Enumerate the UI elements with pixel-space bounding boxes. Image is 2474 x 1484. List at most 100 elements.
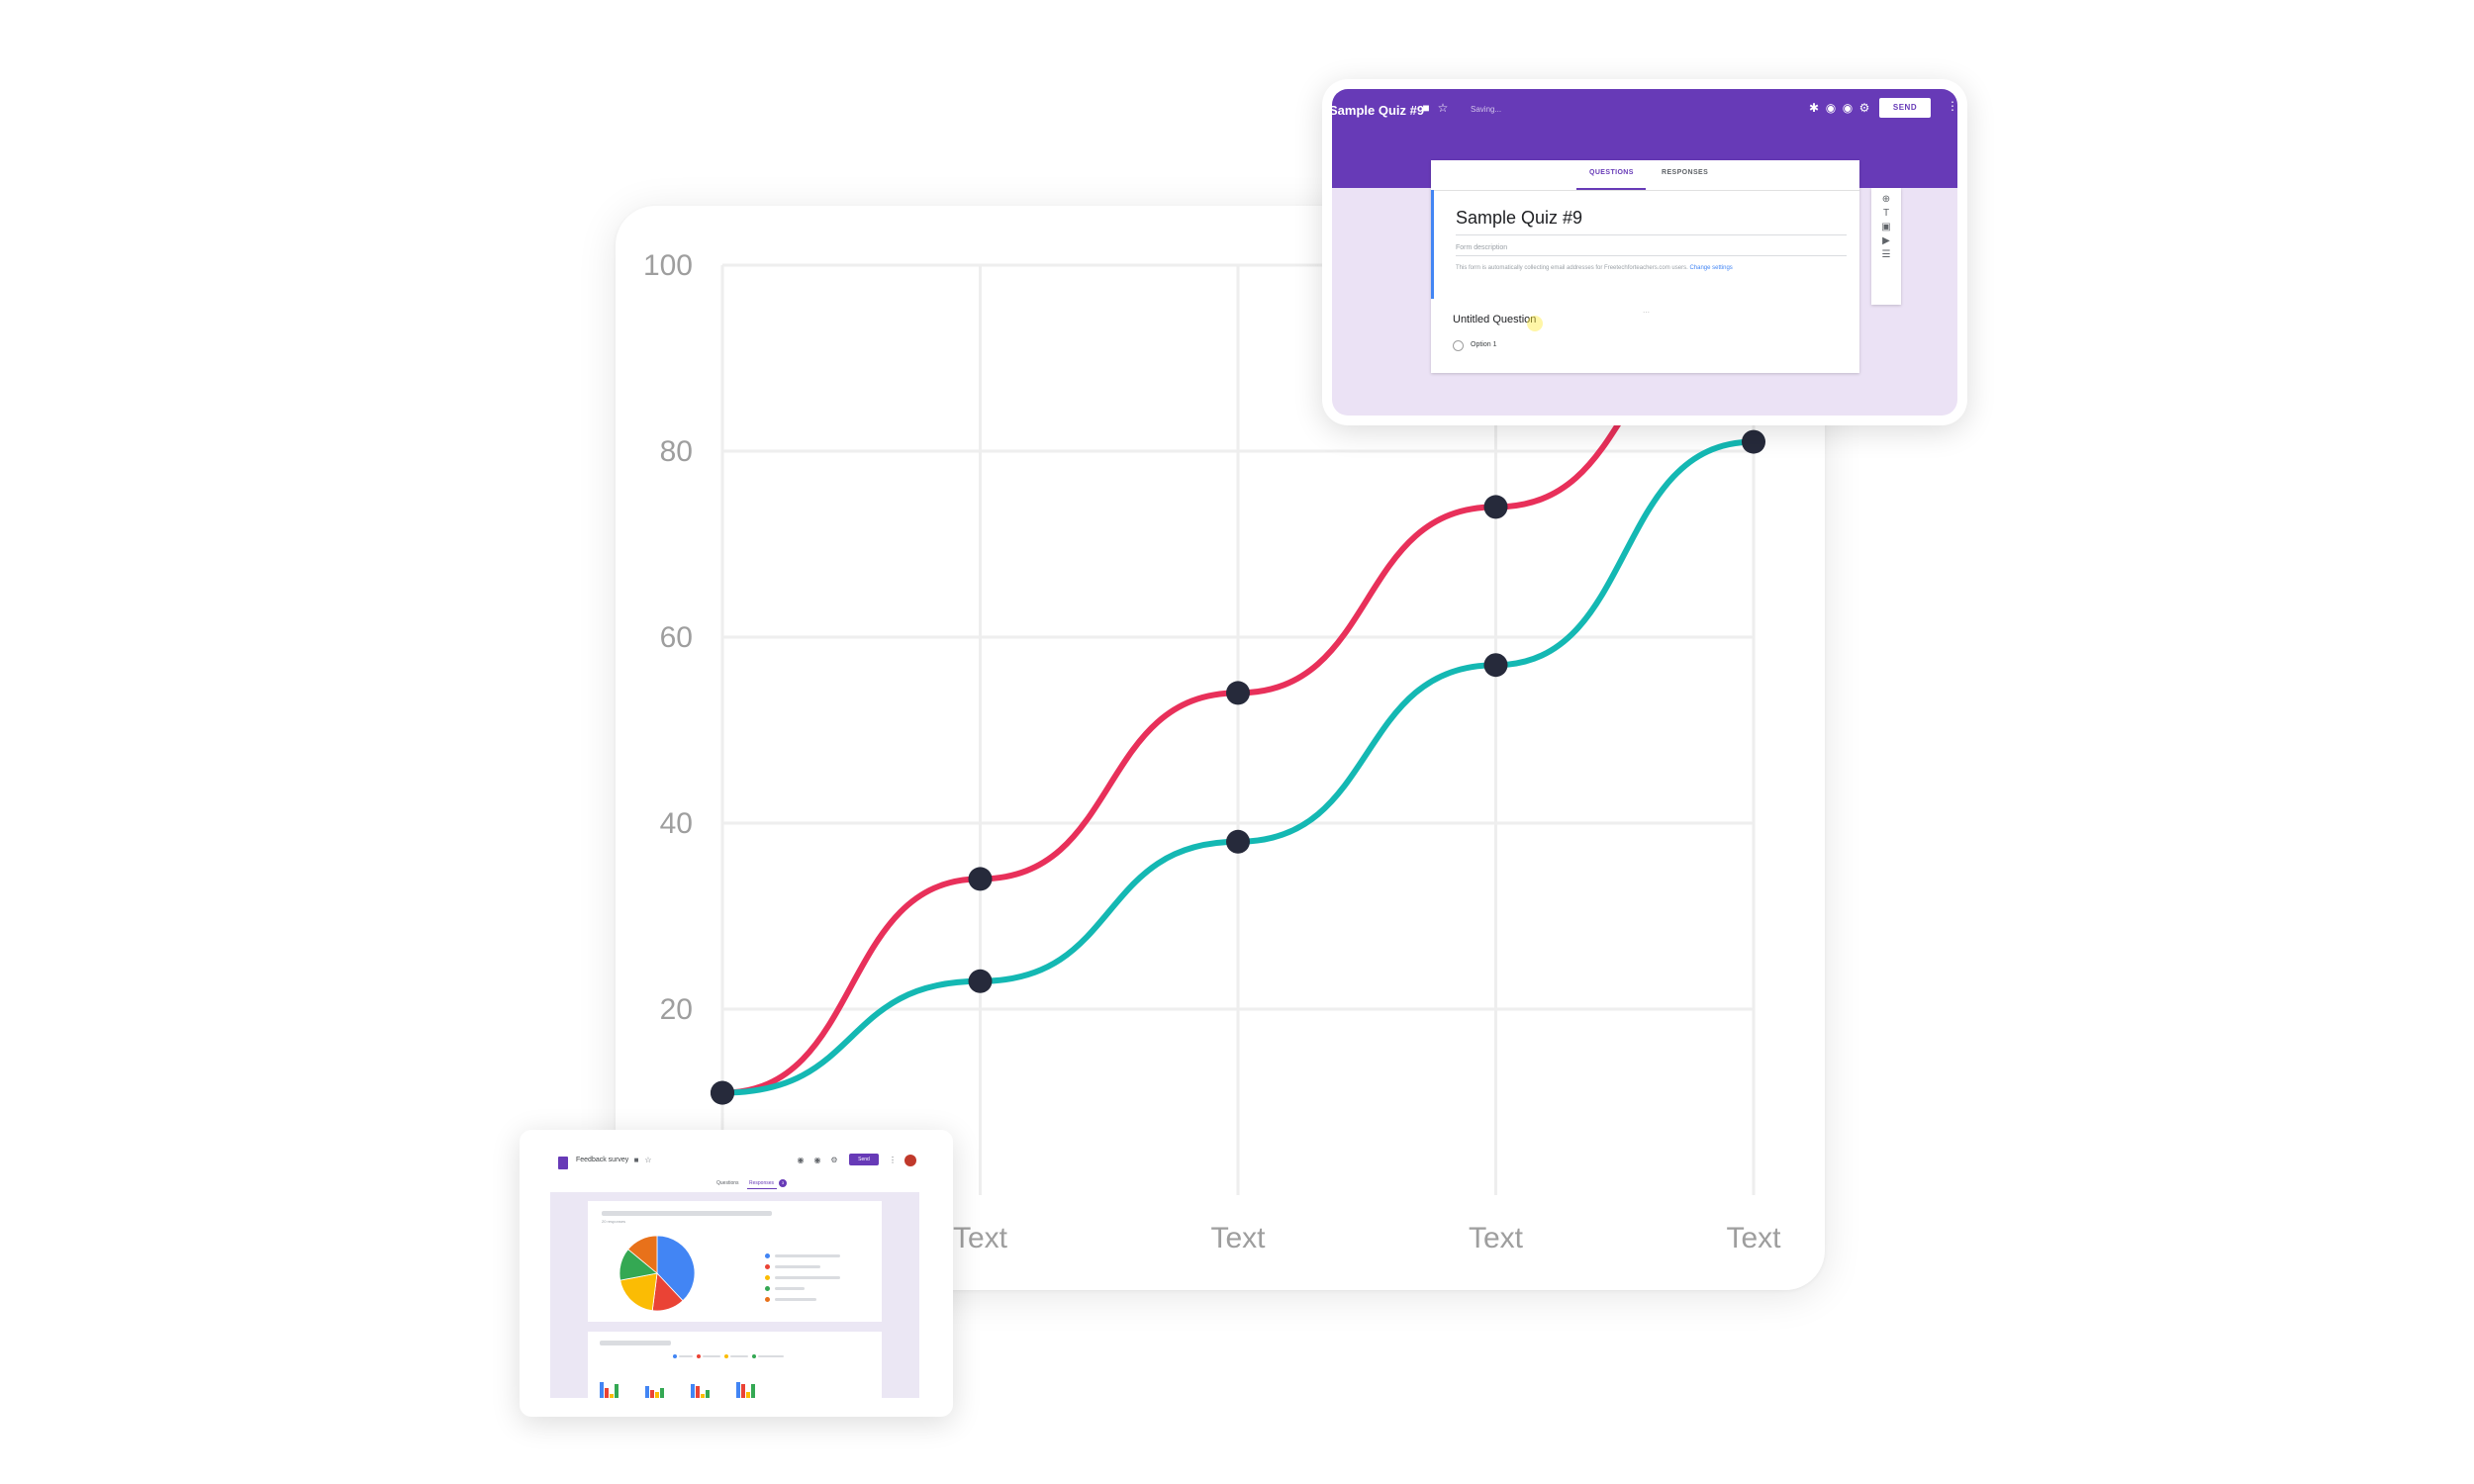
mini-bar bbox=[600, 1382, 604, 1398]
mini-bar bbox=[660, 1388, 664, 1398]
legend-label-placeholder bbox=[775, 1276, 840, 1279]
responses-count-badge: 3 bbox=[779, 1179, 787, 1187]
legend-label-placeholder bbox=[679, 1355, 693, 1357]
legend-label-placeholder bbox=[730, 1355, 748, 1357]
mini-bar bbox=[615, 1384, 618, 1398]
mini-bar bbox=[645, 1386, 649, 1398]
question-title-field[interactable]: Untitled Question bbox=[1453, 314, 1537, 325]
palette-icon[interactable]: ◉ bbox=[1825, 101, 1837, 115]
series-2-point bbox=[1742, 429, 1765, 454]
mini-bar bbox=[691, 1384, 695, 1398]
legend-dot bbox=[752, 1354, 756, 1358]
pie-slice bbox=[619, 1272, 658, 1312]
legend-label-placeholder bbox=[703, 1355, 720, 1357]
tab-responses[interactable]: Responses bbox=[749, 1180, 775, 1186]
add-image-icon[interactable]: ▣ bbox=[1881, 222, 1891, 232]
pie-slice bbox=[656, 1235, 696, 1302]
form-title-field[interactable]: Sample Quiz #9 bbox=[1456, 208, 1583, 228]
series-1-point bbox=[1226, 681, 1250, 705]
star-icon[interactable]: ☆ bbox=[644, 1156, 652, 1164]
legend-dot bbox=[765, 1275, 770, 1280]
series-2-point bbox=[968, 969, 993, 993]
email-collection-note: This form is automatically collecting em… bbox=[1456, 265, 1733, 271]
settings-gear-icon[interactable]: ⚙ bbox=[830, 1156, 838, 1164]
mini-bar bbox=[741, 1384, 745, 1398]
quiz-editor-screen: Sample Quiz #9 ■ ☆ Saving... ✱ ◉ ◉ ⚙ SEN… bbox=[1332, 89, 1957, 416]
tab-questions[interactable]: QUESTIONS bbox=[1589, 169, 1634, 176]
mini-bar bbox=[746, 1392, 750, 1398]
more-vert-icon[interactable]: ⋮ bbox=[889, 1156, 897, 1164]
preview-eye-icon[interactable]: ◉ bbox=[1842, 101, 1854, 115]
send-button[interactable]: SEND bbox=[1879, 98, 1931, 118]
response-count: 20 responses bbox=[602, 1219, 626, 1224]
add-video-icon[interactable]: ▶ bbox=[1882, 235, 1890, 246]
avatar[interactable] bbox=[904, 1155, 916, 1166]
send-button[interactable]: Send bbox=[849, 1154, 879, 1165]
folder-icon[interactable]: ■ bbox=[633, 1156, 639, 1164]
quiz-editor-window: Sample Quiz #9 ■ ☆ Saving... ✱ ◉ ◉ ⚙ SEN… bbox=[1322, 79, 1967, 425]
settings-gear-icon[interactable]: ⚙ bbox=[1858, 101, 1870, 115]
addon-icon[interactable]: ✱ bbox=[1808, 101, 1820, 115]
drag-handle[interactable]: ⋯ bbox=[1643, 310, 1651, 317]
line-chart: 20 40 60 80 100 Text Text Text Text bbox=[643, 249, 1781, 1254]
legend-dot bbox=[673, 1354, 677, 1358]
mini-bar bbox=[751, 1384, 755, 1398]
y-tick-label: 80 bbox=[660, 435, 693, 468]
legend-dot bbox=[697, 1354, 701, 1358]
mini-bar bbox=[696, 1386, 700, 1398]
legend-label-placeholder bbox=[758, 1355, 784, 1357]
form-description-field[interactable]: Form description bbox=[1456, 244, 1508, 251]
legend-label-placeholder bbox=[775, 1287, 805, 1290]
mini-bar bbox=[736, 1382, 740, 1398]
forms-doc-icon bbox=[558, 1157, 568, 1169]
palette-icon[interactable]: ◉ bbox=[797, 1156, 805, 1164]
add-title-icon[interactable]: T bbox=[1882, 208, 1890, 219]
question-toolbar: ⊕ T ▣ ▶ ☰ bbox=[1871, 188, 1901, 305]
x-tick-label: Text bbox=[1469, 1222, 1524, 1254]
mini-bar-chart bbox=[600, 1382, 755, 1398]
responses-panel: 20 responses bbox=[550, 1192, 919, 1398]
folder-icon[interactable]: ■ bbox=[1422, 101, 1430, 115]
quiz-tabs: QUESTIONS RESPONSES bbox=[1431, 160, 1859, 191]
series-1-point bbox=[968, 867, 993, 891]
question-title-placeholder bbox=[602, 1211, 772, 1216]
y-tick-label: 60 bbox=[660, 621, 693, 654]
divider bbox=[1456, 234, 1847, 235]
series-1-point bbox=[1483, 495, 1508, 519]
quiz-title: Sample Quiz #9 bbox=[1332, 103, 1425, 118]
x-tick-label: Text bbox=[1210, 1222, 1266, 1254]
mini-bar bbox=[650, 1390, 654, 1398]
legend-dot bbox=[765, 1297, 770, 1302]
pie-slice bbox=[627, 1235, 658, 1274]
y-tick-label: 40 bbox=[660, 807, 693, 840]
change-settings-link[interactable]: Change settings bbox=[1689, 265, 1733, 271]
summary-card: 20 responses bbox=[588, 1201, 882, 1322]
legend-dot bbox=[765, 1286, 770, 1291]
legend-dot bbox=[765, 1264, 770, 1269]
mini-bar bbox=[706, 1390, 710, 1398]
series-2-point bbox=[1483, 653, 1508, 678]
preview-eye-icon[interactable]: ◉ bbox=[813, 1156, 821, 1164]
quiz-form-card: QUESTIONS RESPONSES Sample Quiz #9 Form … bbox=[1431, 160, 1859, 373]
add-section-icon[interactable]: ☰ bbox=[1881, 249, 1891, 260]
tab-responses[interactable]: RESPONSES bbox=[1662, 169, 1709, 176]
x-tick-label: Text bbox=[1726, 1222, 1781, 1254]
y-tick-label: 100 bbox=[643, 249, 693, 282]
mini-bar bbox=[605, 1388, 609, 1398]
y-tick-label: 20 bbox=[660, 993, 693, 1026]
tab-questions[interactable]: Questions bbox=[716, 1180, 739, 1186]
more-vert-icon[interactable]: ⋮ bbox=[1947, 99, 1957, 113]
divider bbox=[1456, 255, 1847, 256]
radio-button[interactable] bbox=[1453, 340, 1464, 351]
add-question-icon[interactable]: ⊕ bbox=[1881, 194, 1891, 205]
responses-pie-chart bbox=[618, 1235, 696, 1312]
legend-dot bbox=[765, 1253, 770, 1258]
feedback-survey-window: Feedback survey ■ ☆ ◉ ◉ ⚙ Send ⋮ Questio… bbox=[520, 1130, 953, 1417]
bar-summary-card bbox=[588, 1332, 882, 1398]
option-label[interactable]: Option 1 bbox=[1471, 341, 1497, 348]
legend-dot bbox=[724, 1354, 728, 1358]
star-icon[interactable]: ☆ bbox=[1437, 101, 1449, 115]
x-tick-label: Text bbox=[953, 1222, 1008, 1254]
active-tab-indicator bbox=[1576, 188, 1646, 190]
saving-status: Saving... bbox=[1471, 105, 1502, 114]
